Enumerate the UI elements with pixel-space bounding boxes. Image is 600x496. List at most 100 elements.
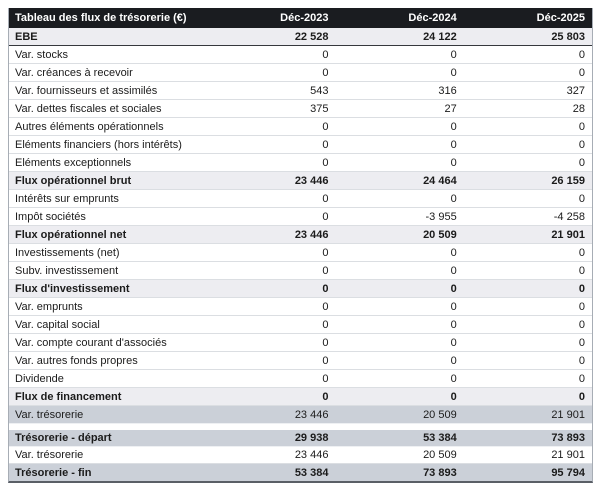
row-value: 0: [322, 372, 329, 385]
row-value: 28: [572, 102, 585, 115]
row-value: 0: [450, 48, 457, 61]
row-value: 27: [444, 102, 457, 115]
row-value: 375: [310, 102, 329, 115]
row-value: 73 893: [423, 466, 457, 479]
table-row: Var. dettes fiscales et sociales 375 27 28: [9, 100, 592, 118]
row-value: 29 938: [294, 432, 329, 444]
row-value: 0: [322, 336, 329, 349]
row-label: Dividende: [15, 372, 64, 385]
row-value: 0: [578, 246, 585, 259]
row-label: Flux opérationnel net: [15, 228, 127, 241]
row-label: Var. capital social: [15, 318, 100, 331]
row-value: 53 384: [294, 466, 329, 479]
table-row: Intérêts sur emprunts 0 0 0: [9, 190, 592, 208]
row-value: 23 446: [294, 228, 329, 241]
row-value: 0: [578, 390, 585, 403]
row-value: 543: [310, 84, 329, 97]
row-value: 0: [322, 264, 329, 277]
row-value: 0: [322, 354, 329, 367]
table-row: Var. capital social 0 0 0: [9, 316, 592, 334]
row-value: 0: [578, 282, 585, 295]
row-value: 0: [578, 156, 585, 169]
row-label: Var. compte courant d'associés: [15, 336, 167, 349]
row-value: 21 901: [551, 228, 585, 241]
table-row: Flux d'investissement 0 0 0: [9, 280, 592, 298]
cashflow-table: Tableau des flux de trésorerie (€) Déc-2…: [8, 8, 593, 483]
row-label: Flux de financement: [15, 390, 122, 403]
row-value: 53 384: [423, 432, 457, 444]
row-value: 0: [450, 156, 457, 169]
row-value: -3 955: [425, 210, 457, 223]
row-value: 0: [578, 192, 585, 205]
row-label: Var. emprunts: [15, 300, 83, 313]
column-header-dec-2024: Déc-2024: [408, 12, 457, 24]
row-label: Eléments financiers (hors intérêts): [15, 138, 182, 151]
row-label: Var. trésorerie: [15, 449, 84, 461]
table-body: EBE 22 528 24 122 25 803 Var. stocks 0 0 0 Var. …: [9, 28, 592, 424]
column-header-dec-2025: Déc-2025: [536, 12, 585, 24]
row-label: Var. autres fonds propres: [15, 354, 138, 367]
table-row: EBE 22 528 24 122 25 803: [9, 28, 592, 46]
row-label: EBE: [15, 30, 38, 43]
row-value: 0: [450, 300, 457, 313]
row-value: 0: [322, 282, 329, 295]
row-value: 26 159: [551, 174, 585, 187]
row-value: 0: [322, 138, 329, 151]
table-row: Trésorerie - fin 53 384 73 893 95 794: [9, 464, 592, 481]
row-value: 0: [322, 66, 329, 79]
row-value: 23 446: [294, 174, 329, 187]
row-value: 0: [578, 264, 585, 277]
row-label: Subv. investissement: [15, 264, 119, 277]
table-summary: Trésorerie - départ 29 938 53 384 73 893 Var…: [9, 430, 592, 481]
row-value: 0: [322, 192, 329, 205]
row-value: 0: [322, 390, 329, 403]
row-label: Var. dettes fiscales et sociales: [15, 102, 162, 115]
table-row: Var. emprunts 0 0 0: [9, 298, 592, 316]
row-value: 73 893: [551, 432, 585, 444]
row-label: Eléments exceptionnels: [15, 156, 132, 169]
row-label: Autres éléments opérationnels: [15, 120, 164, 133]
row-value: 22 528: [294, 30, 329, 43]
table-row: Subv. investissement 0 0 0: [9, 262, 592, 280]
row-value: 0: [578, 354, 585, 367]
table-row: Trésorerie - départ 29 938 53 384 73 893: [9, 430, 592, 447]
row-value: 20 509: [423, 228, 457, 241]
row-value: 25 803: [551, 30, 585, 43]
table-row: Dividende 0 0 0: [9, 370, 592, 388]
row-value: 0: [450, 318, 457, 331]
row-value: 21 901: [551, 449, 585, 461]
table-row: Var. stocks 0 0 0: [9, 46, 592, 64]
row-value: 0: [578, 336, 585, 349]
row-value: 0: [322, 300, 329, 313]
row-label: Trésorerie - fin: [15, 466, 92, 479]
table-row: Eléments financiers (hors intérêts) 0 0 0: [9, 136, 592, 154]
row-value: 20 509: [423, 408, 457, 421]
table-row: Var. compte courant d'associés 0 0 0: [9, 334, 592, 352]
row-value: 0: [578, 372, 585, 385]
row-value: 0: [578, 138, 585, 151]
row-label: Intérêts sur emprunts: [15, 192, 119, 205]
row-label: Flux opérationnel brut: [15, 174, 132, 187]
column-header-dec-2023: Déc-2023: [280, 12, 329, 24]
row-value: 0: [450, 246, 457, 259]
row-value: 24 122: [423, 30, 457, 43]
row-label: Var. trésorerie: [15, 408, 84, 421]
row-value: 0: [322, 120, 329, 133]
row-value: 0: [578, 300, 585, 313]
row-value: 0: [450, 282, 457, 295]
row-value: 21 901: [551, 408, 585, 421]
row-value: 0: [450, 192, 457, 205]
row-value: 0: [450, 66, 457, 79]
row-value: -4 258: [553, 210, 585, 223]
table-row: Eléments exceptionnels 0 0 0: [9, 154, 592, 172]
table-row: Var. autres fonds propres 0 0 0: [9, 352, 592, 370]
row-value: 0: [450, 354, 457, 367]
row-value: 0: [322, 156, 329, 169]
table-row: Investissements (net) 0 0 0: [9, 244, 592, 262]
row-value: 95 794: [551, 466, 585, 479]
row-label: Flux d'investissement: [15, 282, 130, 295]
row-label: Var. créances à recevoir: [15, 66, 133, 79]
table-row: Impôt sociétés 0 -3 955 -4 258: [9, 208, 592, 226]
row-value: 0: [578, 120, 585, 133]
row-label: Impôt sociétés: [15, 210, 86, 223]
